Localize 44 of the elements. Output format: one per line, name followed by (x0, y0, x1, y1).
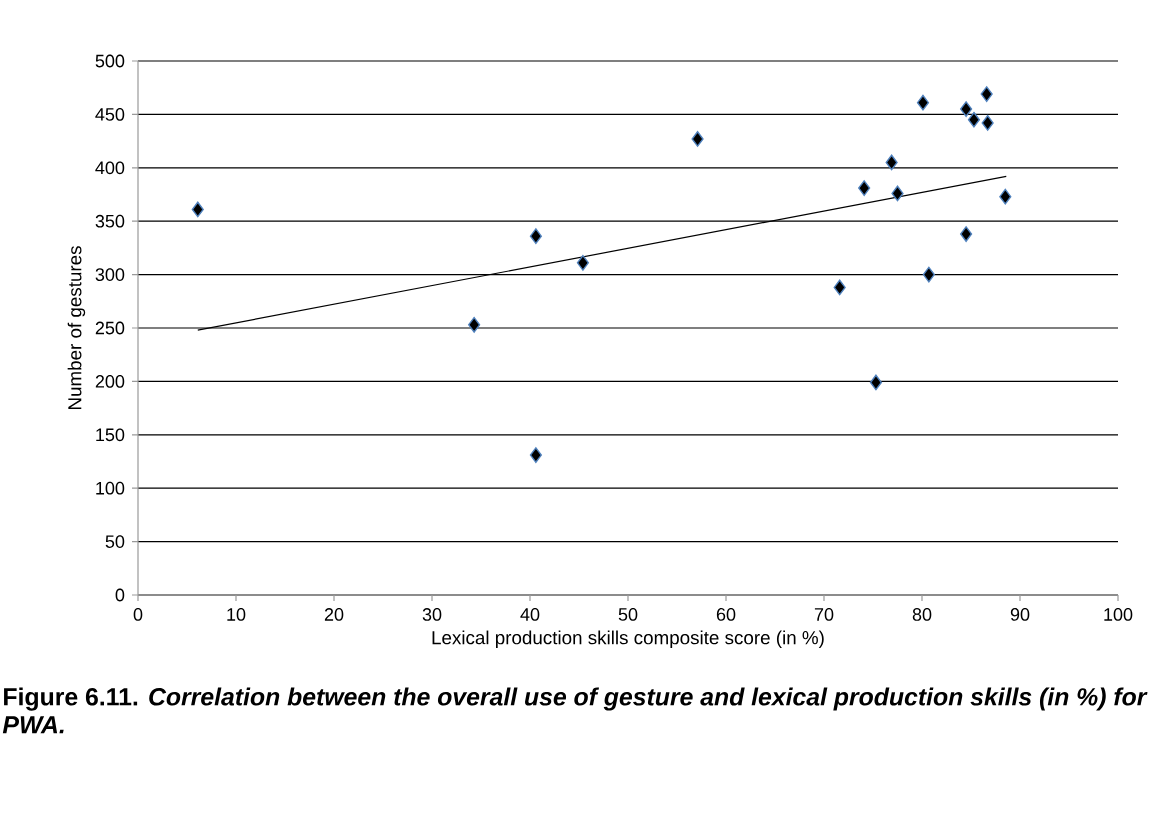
y-tick-label: 350 (95, 214, 125, 228)
y-tick-label: 150 (96, 428, 125, 442)
text: Figure 6.11. Correlation between the overall use of gesture and lexical production skills (in %) for PWA. (2, 687, 1148, 734)
point (980, 86, 993, 103)
y-tick-label: 450 (95, 108, 125, 121)
point (529, 447, 542, 463)
y-tick-label: 400 (95, 161, 125, 175)
y-tick-label: 100 (96, 481, 125, 495)
x-tick-label: 60 (716, 608, 736, 621)
point (833, 279, 846, 296)
y-tick-label: 250 (95, 321, 125, 335)
point (885, 154, 898, 171)
point (891, 185, 904, 202)
point (191, 201, 204, 218)
y-tick-label: 500 (95, 54, 125, 68)
x-axis-title: Lexical production skills composite score (in %) (432, 630, 824, 649)
x-tick-label: 100 (1104, 608, 1133, 621)
point (576, 254, 590, 271)
x-tick-label: 10 (227, 608, 246, 621)
point (916, 94, 930, 111)
x-tick-label: 90 (1010, 608, 1030, 621)
point (960, 226, 973, 242)
y-tick-label: 200 (95, 375, 125, 388)
point (858, 180, 871, 196)
y-tick-label: 300 (95, 268, 125, 281)
point (960, 101, 973, 117)
point (468, 316, 481, 333)
y-tick-label: 0 (115, 588, 125, 602)
x-tick-label: 30 (422, 608, 442, 621)
x-tick-label: 80 (912, 608, 932, 621)
x-tick-label: 70 (814, 608, 834, 621)
x-tick-label: 50 (618, 608, 638, 621)
x-tick-label: 0 (133, 608, 143, 621)
point (869, 374, 883, 391)
y-tick-label: 50 (105, 535, 125, 548)
point (529, 228, 542, 245)
y-axis-title: Number of gestures (67, 246, 86, 410)
point (967, 111, 981, 128)
point (999, 188, 1012, 205)
point (981, 115, 994, 131)
point (691, 131, 704, 147)
x-tick-label: 20 (324, 608, 344, 621)
x-tick-label: 40 (520, 608, 540, 621)
point (922, 266, 935, 283)
